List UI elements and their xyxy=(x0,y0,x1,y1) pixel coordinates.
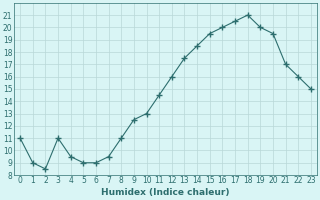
X-axis label: Humidex (Indice chaleur): Humidex (Indice chaleur) xyxy=(101,188,230,197)
